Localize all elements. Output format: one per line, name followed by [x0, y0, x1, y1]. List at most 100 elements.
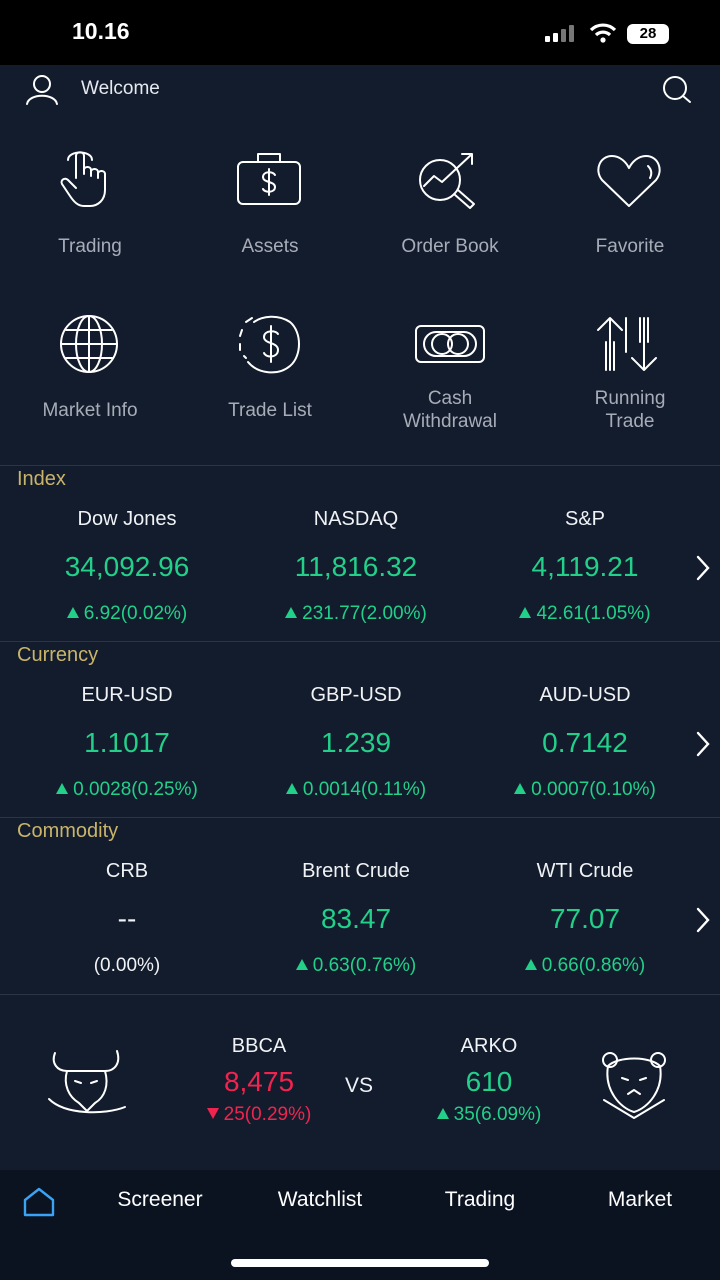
divider: [0, 817, 720, 818]
signal-icon: [545, 25, 574, 42]
wifi-icon: [589, 23, 617, 43]
menu-item[interactable]: Trade List: [180, 312, 360, 422]
versus-stock[interactable]: BBCA 8,475 25(0.29%): [145, 1035, 373, 1126]
menu-item[interactable]: Assets: [180, 148, 360, 258]
bull-icon: [48, 1050, 126, 1114]
up-arrow: [519, 607, 532, 618]
divider: [0, 465, 720, 466]
change-text: 35(6.09%): [453, 1104, 542, 1125]
battery: 28: [627, 24, 669, 44]
quote-name: Brent Crude: [302, 860, 410, 882]
up-arrow: [524, 959, 537, 970]
nav-tab[interactable]: Watchlist: [277, 1188, 363, 1211]
quote-change: 42.61(1.05%): [471, 603, 699, 625]
quote-value: 1.239: [320, 727, 392, 758]
quote[interactable]: NASDAQ 11,816.32 231.77(2.00%): [242, 508, 470, 625]
menu-item[interactable]: Order Book: [360, 148, 540, 258]
change-text: 0.0028(0.25%): [73, 779, 198, 800]
menu-icon: [419, 153, 475, 209]
stock-code: ARKO: [460, 1035, 518, 1057]
up-arrow: [436, 1108, 449, 1119]
change-text: 25(0.29%): [223, 1104, 312, 1125]
status-bar: 10.16 28: [0, 0, 720, 65]
menu-label: Cash Withdrawal: [403, 388, 497, 432]
menu-label: Market Info: [42, 400, 138, 421]
change-text: 42.61(1.05%): [536, 603, 651, 624]
stock-change: 35(6.09%): [375, 1104, 603, 1126]
welcome-text: Welcome: [81, 78, 160, 99]
quote[interactable]: S&P 4,119.21 42.61(1.05%): [471, 508, 699, 625]
quote-name: NASDAQ: [313, 508, 399, 530]
menu-label: Trading: [58, 236, 122, 257]
menu-icon: [60, 315, 118, 373]
menu-label: Running Trade: [594, 388, 666, 432]
nav-tab[interactable]: Market: [607, 1188, 673, 1211]
quote-change: 6.92(0.02%): [13, 603, 241, 625]
quote-value: 34,092.96: [64, 551, 190, 582]
menu-item[interactable]: Favorite: [540, 148, 720, 258]
up-arrow: [56, 783, 69, 794]
menu-icon: [239, 315, 300, 374]
quote-value: 0.7142: [542, 727, 628, 758]
menu-label: Trade List: [228, 400, 312, 421]
quote[interactable]: CRB -- (0.00%): [13, 860, 241, 977]
menu-item[interactable]: Market Info: [0, 312, 180, 422]
change-text: 6.92(0.02%): [83, 603, 188, 624]
menu-icon: [597, 317, 657, 371]
nav-tab[interactable]: Trading: [444, 1188, 516, 1211]
quote[interactable]: Brent Crude 83.47 0.63(0.76%): [242, 860, 470, 977]
bear-icon: [602, 1052, 666, 1119]
section-title: Commodity: [17, 820, 119, 842]
more-chevron[interactable]: [695, 907, 711, 933]
quote[interactable]: EUR-USD 1.1017 0.0028(0.25%): [13, 684, 241, 801]
quote[interactable]: WTI Crude 77.07 0.66(0.86%): [471, 860, 699, 977]
search-icon[interactable]: [660, 75, 694, 105]
more-chevron[interactable]: [695, 731, 711, 757]
quote-change: 231.77(2.00%): [242, 603, 470, 625]
down-arrow: [206, 1108, 219, 1119]
up-arrow: [285, 783, 298, 794]
home-tab[interactable]: [22, 1187, 56, 1217]
divider: [0, 641, 720, 642]
change-text: 0.63(0.76%): [312, 955, 417, 976]
menu-label: Favorite: [595, 236, 665, 257]
menu-item[interactable]: Trading: [0, 148, 180, 258]
quote[interactable]: GBP-USD 1.239 0.0014(0.11%): [242, 684, 470, 801]
menu-label: Order Book: [401, 236, 499, 257]
menu-item[interactable]: Running Trade: [540, 312, 720, 433]
change-text: 0.0007(0.10%): [531, 779, 656, 800]
change-text: 0.0014(0.11%): [302, 779, 427, 800]
menu-label: Assets: [241, 236, 299, 257]
quote-change: 0.0014(0.11%): [242, 779, 470, 801]
quote-value: --: [117, 903, 137, 934]
quote[interactable]: Dow Jones 34,092.96 6.92(0.02%): [13, 508, 241, 625]
up-arrow: [514, 783, 527, 794]
menu-icon: [237, 153, 301, 205]
menu-icon: [60, 151, 106, 207]
profile-icon[interactable]: [24, 74, 60, 106]
versus-stock[interactable]: ARKO 610 35(6.09%): [375, 1035, 603, 1126]
menu-item[interactable]: Cash Withdrawal: [360, 312, 540, 433]
home-indicator: [231, 1259, 489, 1267]
quote-change: (0.00%): [13, 955, 241, 977]
quote-name: GBP-USD: [310, 684, 402, 706]
up-arrow: [285, 607, 298, 618]
quote-name: EUR-USD: [81, 684, 173, 706]
change-text: (0.00%): [93, 955, 161, 976]
up-arrow: [66, 607, 79, 618]
quote-change: 0.0028(0.25%): [13, 779, 241, 801]
stock-change: 25(0.29%): [145, 1104, 373, 1126]
quote-name: WTI Crude: [536, 860, 634, 882]
menu-icon: [415, 325, 485, 363]
quote[interactable]: AUD-USD 0.7142 0.0007(0.10%): [471, 684, 699, 801]
up-arrow: [295, 959, 308, 970]
quote-value: 11,816.32: [294, 551, 418, 582]
nav-tab[interactable]: Screener: [117, 1188, 203, 1211]
more-chevron[interactable]: [695, 555, 711, 581]
vs-label: VS: [345, 1074, 374, 1097]
quote-change: 0.0007(0.10%): [471, 779, 699, 801]
quote-value: 1.1017: [84, 727, 170, 758]
stock-price: 610: [465, 1066, 513, 1097]
